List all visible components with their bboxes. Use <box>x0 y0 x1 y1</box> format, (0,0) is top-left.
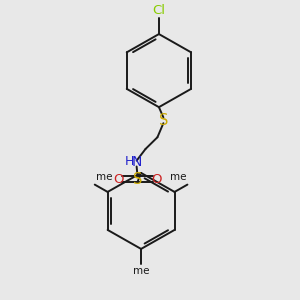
Text: H: H <box>124 155 134 168</box>
Text: S: S <box>159 113 168 128</box>
Text: S: S <box>133 172 142 187</box>
Text: me: me <box>96 172 112 182</box>
Text: Cl: Cl <box>152 4 165 16</box>
Text: O: O <box>113 172 123 186</box>
Text: O: O <box>152 172 162 186</box>
Text: me: me <box>170 172 186 182</box>
Text: N: N <box>131 154 142 169</box>
Text: me: me <box>133 266 149 277</box>
